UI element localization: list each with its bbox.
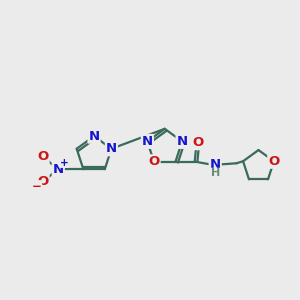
- Text: N: N: [176, 135, 188, 148]
- Text: −: −: [32, 180, 42, 194]
- Text: N: N: [53, 163, 64, 176]
- Text: O: O: [148, 155, 160, 168]
- Text: O: O: [38, 175, 49, 188]
- Text: O: O: [192, 136, 203, 149]
- Text: H: H: [211, 168, 220, 178]
- Text: N: N: [106, 142, 117, 155]
- Text: +: +: [60, 158, 69, 168]
- Text: N: N: [88, 130, 100, 143]
- Text: N: N: [210, 158, 221, 171]
- Text: O: O: [38, 150, 49, 163]
- Text: O: O: [268, 155, 280, 168]
- Text: N: N: [142, 135, 153, 148]
